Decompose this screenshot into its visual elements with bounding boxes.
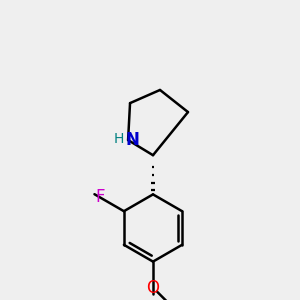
Text: F: F <box>95 188 104 206</box>
Text: N: N <box>125 131 139 149</box>
Text: O: O <box>146 279 160 297</box>
Text: H: H <box>114 132 124 146</box>
